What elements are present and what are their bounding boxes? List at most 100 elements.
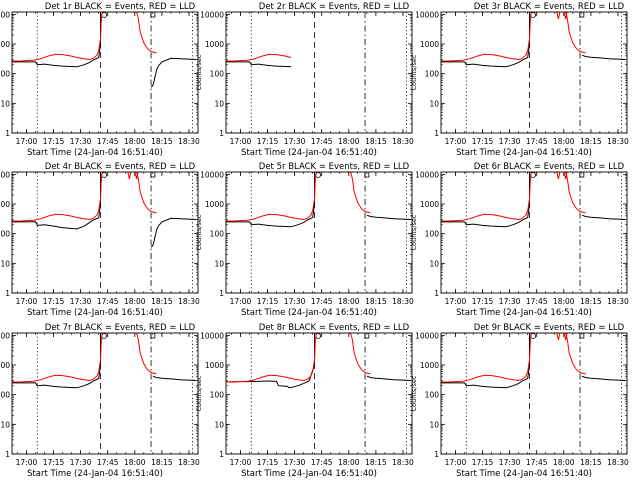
y-tick-label: 1 <box>219 450 224 459</box>
events-series-line <box>12 203 101 230</box>
events-series-line <box>12 364 101 389</box>
x-tick-label: 17:00 <box>445 458 467 467</box>
x-tick-label: 18:15 <box>151 458 173 467</box>
x-tick-label: 17:00 <box>16 297 38 306</box>
x-axis-label: Start Time (24-Jan-04 16:51:40) <box>27 308 163 318</box>
panel-series <box>441 333 626 389</box>
lld-spike <box>127 172 132 180</box>
events-series-line <box>152 375 197 381</box>
x-tick-label: 17:30 <box>499 297 521 306</box>
x-tick-label: 17:45 <box>526 137 548 146</box>
lld-spike <box>556 333 561 341</box>
x-tick-label: 18:15 <box>151 137 173 146</box>
x-tick-label: 18:30 <box>607 297 629 306</box>
y-tick-label: 1 <box>219 129 224 138</box>
x-axis-label: Start Time (24-Jan-04 16:51:40) <box>27 469 163 479</box>
lld-spike <box>556 12 561 20</box>
y-tick-label: 1 <box>219 289 224 298</box>
panel-series <box>12 12 197 88</box>
x-tick-label: 17:15 <box>257 137 279 146</box>
events-series-line <box>226 364 315 389</box>
x-tick-label: 18:00 <box>553 297 575 306</box>
x-tick-label: 17:30 <box>499 458 521 467</box>
plot-frame <box>225 171 413 294</box>
saturation-marker <box>364 333 370 339</box>
panel-series <box>226 333 411 389</box>
y-tick-label: 10 <box>429 420 439 429</box>
y-axis-label: Counts/sec <box>410 214 418 250</box>
x-tick-label: 17:00 <box>16 458 38 467</box>
panel-title: Det 9r BLACK = Events, RED = LLD <box>474 323 625 333</box>
events-series-line <box>441 203 530 228</box>
x-tick-label: 18:00 <box>124 458 146 467</box>
lld-series-line <box>441 12 586 62</box>
y-tick-label: 100 <box>210 230 225 239</box>
y-tick-label: 100 <box>0 70 10 79</box>
x-tick-label: 17:00 <box>230 458 252 467</box>
saturation-marker <box>364 172 370 178</box>
lld-spike <box>134 172 139 180</box>
x-axis-label: Start Time (24-Jan-04 16:51:40) <box>27 148 163 158</box>
x-tick-label: 18:00 <box>338 137 360 146</box>
x-tick-label: 18:00 <box>553 137 575 146</box>
y-tick-label: 1000 <box>420 200 439 209</box>
lld-series-line <box>226 53 292 62</box>
y-tick-label: 10000 <box>200 170 224 179</box>
y-tick-label: 1000 <box>420 361 439 370</box>
x-axis-label: Start Time (24-Jan-04 16:51:40) <box>241 308 377 318</box>
events-series-line <box>581 214 626 220</box>
y-axis-label: Counts/sec <box>195 54 203 90</box>
panel-title: Det 5r BLACK = Events, RED = LLD <box>259 162 410 172</box>
detector-panel-2: Det 2r BLACK = Events, RED = LLD Counts/s… <box>195 2 414 158</box>
y-tick-label: 10 <box>0 420 10 429</box>
x-tick-label: 18:00 <box>124 297 146 306</box>
panel-series <box>441 12 626 68</box>
y-tick-label: 10000 <box>415 10 439 19</box>
saturation-marker <box>579 12 585 18</box>
x-tick-label: 18:00 <box>338 458 360 467</box>
x-tick-label: 17:45 <box>311 297 333 306</box>
x-tick-label: 17:15 <box>257 297 279 306</box>
panel-title: Det 4r BLACK = Events, RED = LLD <box>45 162 196 172</box>
x-tick-label: 17:45 <box>97 137 119 146</box>
y-tick-label: 1 <box>434 289 439 298</box>
y-tick-label: 10 <box>0 99 10 108</box>
y-tick-label: 10000 <box>0 331 10 340</box>
x-tick-label: 18:15 <box>580 137 602 146</box>
lld-series-line <box>12 333 157 383</box>
lld-series-line <box>441 333 586 383</box>
y-tick-label: 10 <box>214 259 224 268</box>
panel-title: Det 1r BLACK = Events, RED = LLD <box>45 2 196 12</box>
detector-panel-4: Det 4r BLACK = Events, RED = LLD Counts/s… <box>0 162 200 318</box>
detector-panel-6: Det 6r BLACK = Events, RED = LLD Counts/s… <box>410 162 629 318</box>
y-tick-label: 100 <box>0 391 10 400</box>
x-tick-label: 18:00 <box>338 297 360 306</box>
x-tick-label: 17:15 <box>472 137 494 146</box>
x-tick-label: 17:15 <box>43 297 65 306</box>
plot-frame <box>440 171 628 294</box>
x-tick-label: 18:15 <box>151 297 173 306</box>
x-tick-label: 17:30 <box>284 137 306 146</box>
x-tick-label: 18:15 <box>580 458 602 467</box>
plot-frame <box>225 332 413 455</box>
y-tick-label: 1 <box>434 129 439 138</box>
detector-panel-7: Det 7r BLACK = Events, RED = LLD Counts/s… <box>0 323 200 479</box>
x-tick-label: 17:45 <box>311 137 333 146</box>
panel-series <box>12 333 197 389</box>
y-tick-label: 10 <box>214 420 224 429</box>
panel-title: Det 7r BLACK = Events, RED = LLD <box>45 323 196 333</box>
x-tick-label: 18:15 <box>365 137 387 146</box>
x-tick-label: 18:30 <box>178 458 200 467</box>
x-tick-label: 18:30 <box>607 458 629 467</box>
y-tick-label: 1000 <box>420 40 439 49</box>
events-series-line <box>226 61 292 68</box>
x-tick-label: 17:30 <box>284 297 306 306</box>
x-axis-label: Start Time (24-Jan-04 16:51:40) <box>456 148 592 158</box>
x-tick-label: 17:15 <box>43 137 65 146</box>
plot-frame <box>440 332 628 455</box>
events-series-line <box>441 43 530 68</box>
x-tick-label: 18:15 <box>580 297 602 306</box>
events-series-line <box>150 57 197 88</box>
x-tick-label: 18:15 <box>365 297 387 306</box>
events-series-line <box>441 364 530 389</box>
